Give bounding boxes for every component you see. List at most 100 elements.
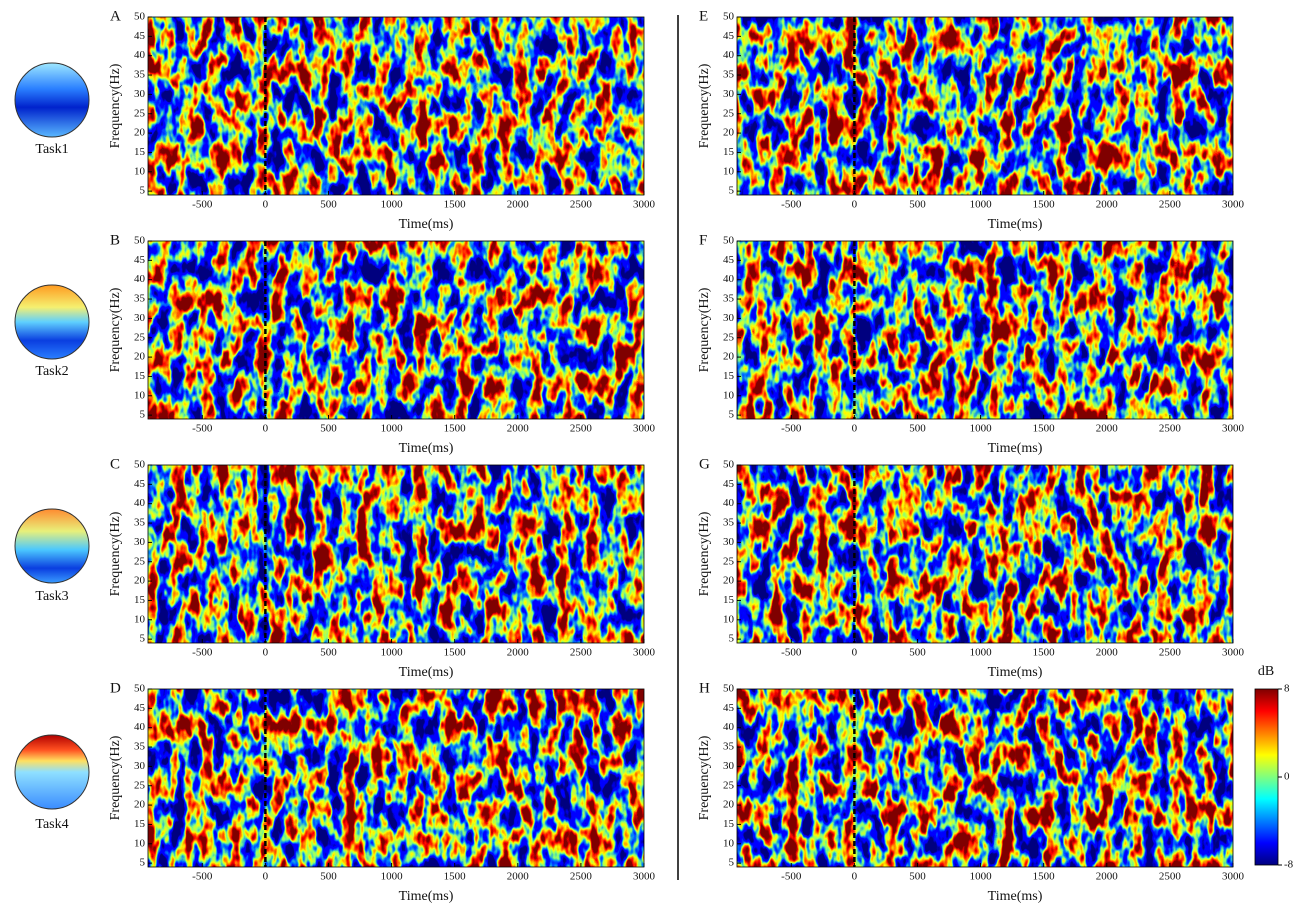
x-tick-label: 0 xyxy=(263,647,269,659)
y-tick-label: 5 xyxy=(140,185,146,197)
x-tick-label: 1000 xyxy=(381,871,404,883)
y-tick-label: 50 xyxy=(134,459,146,471)
y-tick-label: 25 xyxy=(134,555,146,567)
x-tick-label: 0 xyxy=(852,871,858,883)
colorbar-tick-label: -8 xyxy=(1284,859,1294,871)
task-label: Task1 xyxy=(35,142,68,157)
y-tick-label: 30 xyxy=(134,312,146,324)
colorbar-gradient xyxy=(1254,688,1279,866)
y-tick-label: 45 xyxy=(723,478,735,490)
x-tick-label: 3000 xyxy=(1222,871,1245,883)
x-tick-label: 3000 xyxy=(633,423,656,435)
x-axis-label: Time(ms) xyxy=(399,889,454,904)
plot-frame xyxy=(736,688,1234,868)
panel-letter: G xyxy=(699,456,710,472)
x-tick-label: 1500 xyxy=(1033,871,1056,883)
y-tick-label: 45 xyxy=(723,254,735,266)
x-tick-label: 2500 xyxy=(1159,423,1182,435)
y-tick-label: 50 xyxy=(723,459,735,471)
y-tick-label: 30 xyxy=(723,760,735,772)
plot-frame xyxy=(736,16,1234,196)
colorbar-tick-label: 0 xyxy=(1284,771,1290,783)
y-tick-label: 30 xyxy=(134,536,146,548)
y-tick-label: 40 xyxy=(134,721,146,733)
plot-frame xyxy=(147,240,645,420)
x-tick-label: 2000 xyxy=(507,423,530,435)
x-axis-label: Time(ms) xyxy=(988,889,1043,904)
y-tick-label: 10 xyxy=(134,613,146,625)
x-tick-label: 3000 xyxy=(1222,423,1245,435)
y-tick-label: 45 xyxy=(134,478,146,490)
y-axis-label: Frequency(Hz) xyxy=(108,511,123,596)
y-tick-label: 25 xyxy=(723,107,735,119)
x-tick-label: 500 xyxy=(320,647,337,659)
x-tick-label: 1000 xyxy=(381,423,404,435)
x-tick-label: 1500 xyxy=(444,871,467,883)
spectrogram-image xyxy=(737,689,1233,867)
y-axis-label: Frequency(Hz) xyxy=(108,287,123,372)
x-tick-label: 2500 xyxy=(570,423,593,435)
spectrogram-image xyxy=(148,241,644,419)
x-tick-label: 0 xyxy=(263,871,269,883)
x-tick-label: 500 xyxy=(909,871,926,883)
x-tick-label: 3000 xyxy=(1222,647,1245,659)
y-tick-label: 35 xyxy=(134,741,146,753)
y-tick-label: 15 xyxy=(134,594,146,606)
y-tick-label: 20 xyxy=(134,575,146,587)
y-axis-label: Frequency(Hz) xyxy=(697,63,712,148)
colorbar: dB xyxy=(1254,664,1279,866)
panel-letter: A xyxy=(110,8,121,24)
y-tick-label: 20 xyxy=(134,799,146,811)
y-tick-label: 10 xyxy=(723,837,735,849)
y-axis-label: Frequency(Hz) xyxy=(697,287,712,372)
y-tick-label: 20 xyxy=(723,799,735,811)
y-tick-label: 45 xyxy=(134,702,146,714)
x-tick-label: -500 xyxy=(781,647,802,659)
spectrogram-image xyxy=(737,241,1233,419)
y-axis-label: Frequency(Hz) xyxy=(108,735,123,820)
y-tick-label: 20 xyxy=(723,351,735,363)
x-tick-label: -500 xyxy=(192,199,213,211)
y-tick-label: 35 xyxy=(723,69,735,81)
panel: -500 0 500 1000 1500 2000 2500 3000 5 10 15 20 25 30 3… xyxy=(697,8,1244,232)
y-tick-label: 35 xyxy=(134,293,146,305)
x-tick-label: 0 xyxy=(852,647,858,659)
plot-frame xyxy=(147,464,645,644)
x-tick-label: 2000 xyxy=(507,871,530,883)
panel-letter: D xyxy=(110,680,121,696)
x-tick-label: 500 xyxy=(909,199,926,211)
y-tick-label: 25 xyxy=(134,107,146,119)
y-tick-label: 35 xyxy=(723,293,735,305)
panel: -500 0 500 1000 1500 2000 2500 3000 5 10 15 20 25 30 3… xyxy=(108,8,655,232)
x-tick-label: 1000 xyxy=(970,647,993,659)
y-tick-label: 40 xyxy=(723,497,735,509)
panel: -500 0 500 1000 1500 2000 2500 3000 5 10 15 20 25 30 3… xyxy=(108,232,655,456)
x-tick-label: 3000 xyxy=(633,199,656,211)
y-tick-label: 35 xyxy=(134,69,146,81)
x-tick-label: 2000 xyxy=(507,199,530,211)
y-tick-label: 45 xyxy=(723,702,735,714)
y-tick-label: 25 xyxy=(723,779,735,791)
x-tick-label: 2000 xyxy=(1096,423,1119,435)
x-axis-label: Time(ms) xyxy=(988,217,1043,232)
x-axis-label: Time(ms) xyxy=(988,665,1043,680)
x-tick-label: 500 xyxy=(909,647,926,659)
panel: -500 0 500 1000 1500 2000 2500 3000 5 10 15 20 25 30 3… xyxy=(697,680,1244,904)
y-tick-label: 5 xyxy=(729,185,735,197)
y-tick-label: 20 xyxy=(723,127,735,139)
x-tick-label: 2500 xyxy=(570,871,593,883)
spectrogram-image xyxy=(148,689,644,867)
head xyxy=(14,508,90,584)
y-tick-label: 40 xyxy=(134,273,146,285)
panel-letter: C xyxy=(110,456,120,472)
x-tick-label: 2000 xyxy=(1096,647,1119,659)
y-tick-label: 40 xyxy=(723,273,735,285)
x-tick-label: 1500 xyxy=(1033,423,1056,435)
y-tick-label: 25 xyxy=(134,331,146,343)
head xyxy=(14,284,90,360)
y-tick-label: 5 xyxy=(729,857,735,869)
y-tick-label: 20 xyxy=(134,127,146,139)
y-tick-label: 30 xyxy=(723,88,735,100)
plot-frame xyxy=(736,240,1234,420)
